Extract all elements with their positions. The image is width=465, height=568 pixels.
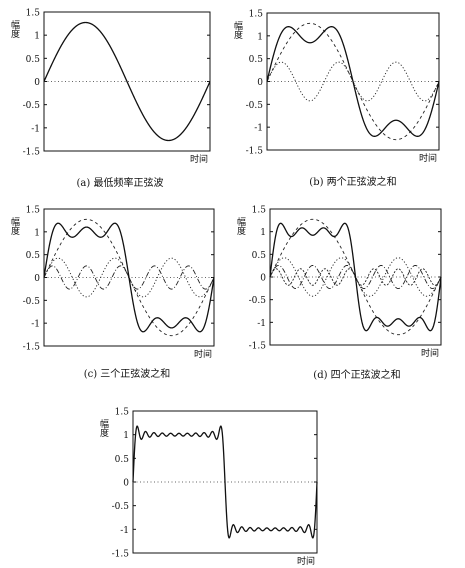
y-tick-label: 1.5 bbox=[249, 10, 264, 20]
y-tick-label: -1 bbox=[257, 319, 266, 329]
y-tick-label: -1 bbox=[31, 124, 40, 134]
y-tick-label: 0.5 bbox=[249, 55, 264, 65]
caption-b: (b) 两个正弦波之和 bbox=[309, 175, 396, 188]
y-tick-label: -0.5 bbox=[246, 101, 264, 111]
y-tick-label: -0.5 bbox=[23, 101, 41, 111]
y-axis-label: 幅度 bbox=[98, 418, 109, 438]
y-axis-label: 幅度 bbox=[235, 216, 246, 236]
sum-curve bbox=[132, 425, 318, 539]
harmonic-1-curve bbox=[43, 218, 215, 337]
sum-curve bbox=[43, 21, 211, 142]
y-tick-label: 0 bbox=[34, 274, 40, 284]
y-tick-label: 0.5 bbox=[26, 251, 41, 261]
sum-curve bbox=[43, 222, 215, 333]
y-tick-label: 1.5 bbox=[26, 206, 41, 216]
caption-d: (d) 四个正弦波之和 bbox=[313, 368, 400, 381]
y-tick-label: 0.5 bbox=[115, 455, 130, 465]
x-axis-label: 时间 bbox=[419, 152, 437, 164]
y-tick-label: 0.5 bbox=[26, 55, 41, 65]
x-axis-label: 时间 bbox=[194, 348, 212, 360]
y-tick-label: 1.5 bbox=[252, 206, 267, 216]
x-axis-label: 时间 bbox=[297, 555, 315, 567]
y-tick-label: -1 bbox=[120, 526, 129, 536]
sum-curve bbox=[266, 26, 440, 137]
y-tick-label: 1 bbox=[123, 431, 129, 441]
y-tick-label: -0.5 bbox=[23, 297, 41, 307]
y-tick-label: 0.5 bbox=[252, 251, 267, 261]
y-tick-label: -1.5 bbox=[249, 342, 267, 352]
y-tick-label: -1.5 bbox=[23, 148, 41, 158]
caption-c: (c) 三个正弦波之和 bbox=[84, 367, 171, 380]
y-tick-label: -1.5 bbox=[246, 147, 264, 157]
y-axis-label: 幅度 bbox=[9, 216, 20, 236]
y-tick-label: 1.5 bbox=[26, 9, 41, 19]
harmonic-5-curve bbox=[269, 265, 442, 289]
y-axis-label: 幅度 bbox=[232, 20, 243, 40]
y-tick-label: -1 bbox=[31, 320, 40, 330]
y-tick-label: 1 bbox=[257, 32, 263, 42]
harmonic-3-curve bbox=[266, 61, 440, 102]
x-axis-label: 时间 bbox=[421, 347, 439, 359]
caption-a: (a) 最低频率正弦波 bbox=[77, 176, 164, 189]
sum-curve bbox=[269, 222, 442, 332]
y-tick-label: 1 bbox=[34, 32, 40, 42]
y-tick-label: 1 bbox=[34, 228, 40, 238]
harmonic-5-curve bbox=[43, 265, 215, 290]
y-tick-label: 0 bbox=[123, 479, 129, 489]
y-tick-label: 1 bbox=[260, 228, 266, 238]
y-tick-label: -0.5 bbox=[249, 296, 267, 306]
y-tick-label: -1.5 bbox=[23, 343, 41, 353]
y-tick-label: 0 bbox=[257, 78, 263, 88]
y-tick-label: 0 bbox=[260, 274, 266, 284]
x-axis-label: 时间 bbox=[190, 153, 208, 165]
y-axis-label: 幅度 bbox=[9, 19, 20, 39]
y-tick-label: -1.5 bbox=[112, 550, 130, 560]
y-tick-label: 1.5 bbox=[115, 408, 130, 418]
y-tick-label: -0.5 bbox=[112, 502, 130, 512]
y-tick-label: -1 bbox=[254, 124, 263, 134]
y-tick-label: 0 bbox=[34, 78, 40, 88]
